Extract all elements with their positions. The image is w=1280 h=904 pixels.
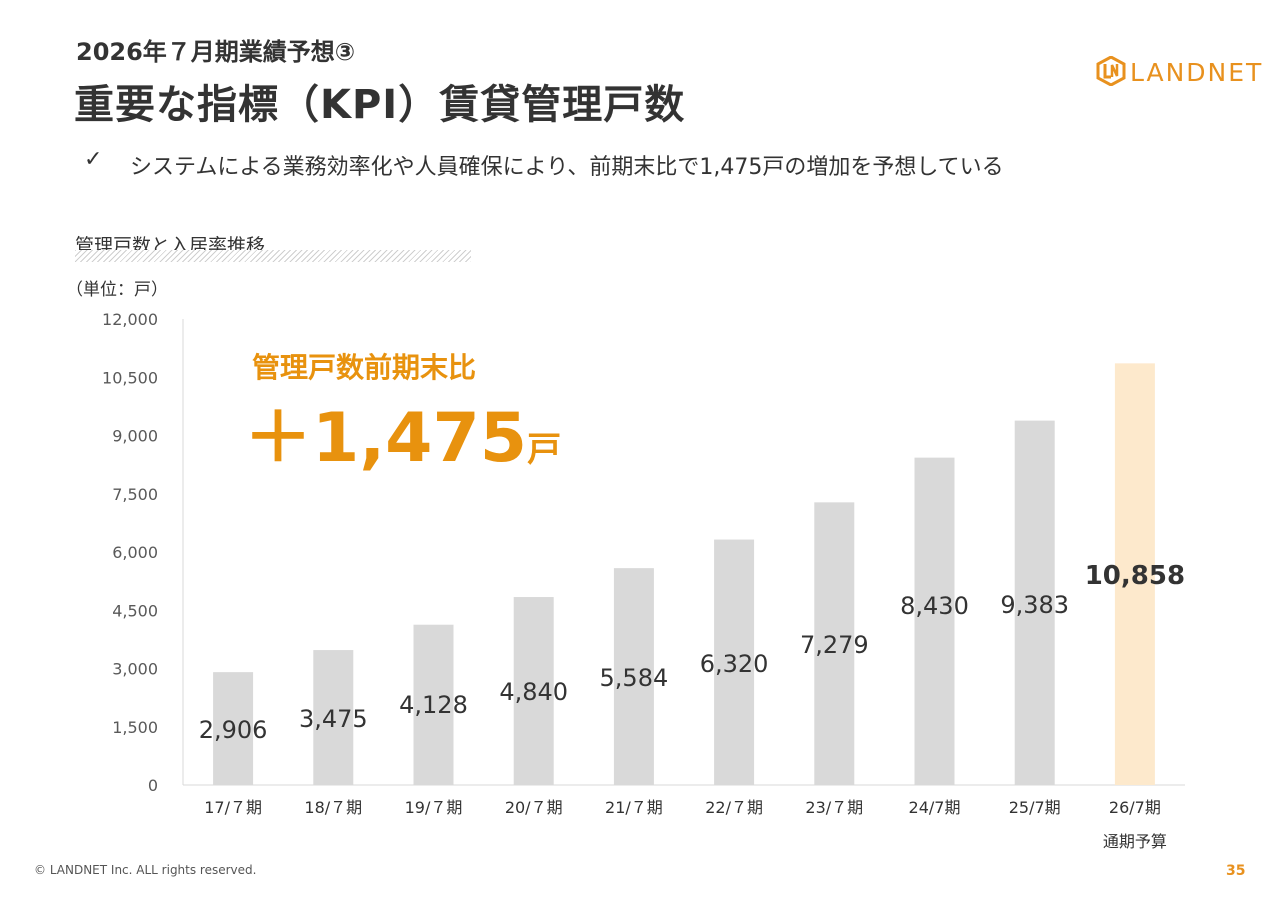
x-category-label: 21/７期 <box>605 798 663 817</box>
logo-mark-icon <box>1096 56 1126 86</box>
x-category-label: 24/7期 <box>909 798 961 817</box>
y-tick-label: 6,000 <box>112 543 158 562</box>
unit-label: （単位：戸） <box>66 280 168 300</box>
bar <box>714 539 755 785</box>
bullet-text: システムによる業務効率化や人員確保により、前期末比で1,475戸の増加を予想して… <box>130 155 1004 180</box>
company-logo: LANDNET <box>1096 56 1261 90</box>
y-tick-label: 12,000 <box>102 310 158 329</box>
x-category-sublabel: 通期予算 <box>1103 832 1167 851</box>
y-tick-label: 9,000 <box>112 427 158 446</box>
y-tick-label: 3,000 <box>112 660 158 679</box>
bar-value-label: 7,279 <box>800 631 869 659</box>
x-category-label: 22/７期 <box>705 798 763 817</box>
bar-value-label: 2,906 <box>199 716 268 744</box>
bar-value-label: 4,128 <box>399 691 468 719</box>
bar <box>814 502 855 785</box>
x-category-label: 17/７期 <box>204 798 262 817</box>
slide-title: 重要な指標（KPI）賃貸管理戸数 <box>74 82 686 128</box>
check-icon: ✓ <box>84 147 103 172</box>
bar-value-label: 4,840 <box>499 678 568 706</box>
logo-text: LANDNET <box>1130 58 1264 87</box>
slide-subtitle: 2026年７月期業績予想③ <box>76 38 356 66</box>
bar <box>213 672 254 785</box>
x-category-label: 18/７期 <box>304 798 362 817</box>
bar-value-label: 5,584 <box>600 664 669 692</box>
bar <box>914 457 955 785</box>
heading-underline <box>75 250 471 262</box>
y-tick-label: 7,500 <box>112 485 158 504</box>
bar-value-label: 8,430 <box>900 592 969 620</box>
bar <box>513 597 554 785</box>
callout-value: ＋1,475戸 <box>244 382 561 481</box>
bar-value-label: 9,383 <box>1000 591 1069 619</box>
callout-unit: 戸 <box>527 430 562 470</box>
copyright-footer: © LANDNET Inc. ALL rights reserved. <box>34 863 257 877</box>
y-tick-label: 1,500 <box>112 718 158 737</box>
bar <box>613 568 654 785</box>
bar-value-label: 6,320 <box>700 650 769 678</box>
x-category-label: 23/７期 <box>805 798 863 817</box>
bar <box>413 624 454 785</box>
x-category-label: 19/７期 <box>405 798 463 817</box>
y-tick-label: 10,500 <box>102 368 158 387</box>
x-category-label: 26/7期 <box>1109 798 1161 817</box>
bar <box>313 650 354 785</box>
x-category-label: 25/7期 <box>1009 798 1061 817</box>
bar <box>1014 420 1055 785</box>
bar <box>1114 363 1155 785</box>
callout-label: 管理戸数前期末比 <box>252 351 477 384</box>
y-tick-label: 4,500 <box>112 601 158 620</box>
bar-value-label: 3,475 <box>299 705 368 733</box>
bar-value-label: 10,858 <box>1085 561 1185 591</box>
callout-number: ＋1,475 <box>244 399 528 478</box>
x-category-label: 20/７期 <box>505 798 563 817</box>
page-number: 35 <box>1226 863 1246 879</box>
y-tick-label: 0 <box>148 776 158 795</box>
